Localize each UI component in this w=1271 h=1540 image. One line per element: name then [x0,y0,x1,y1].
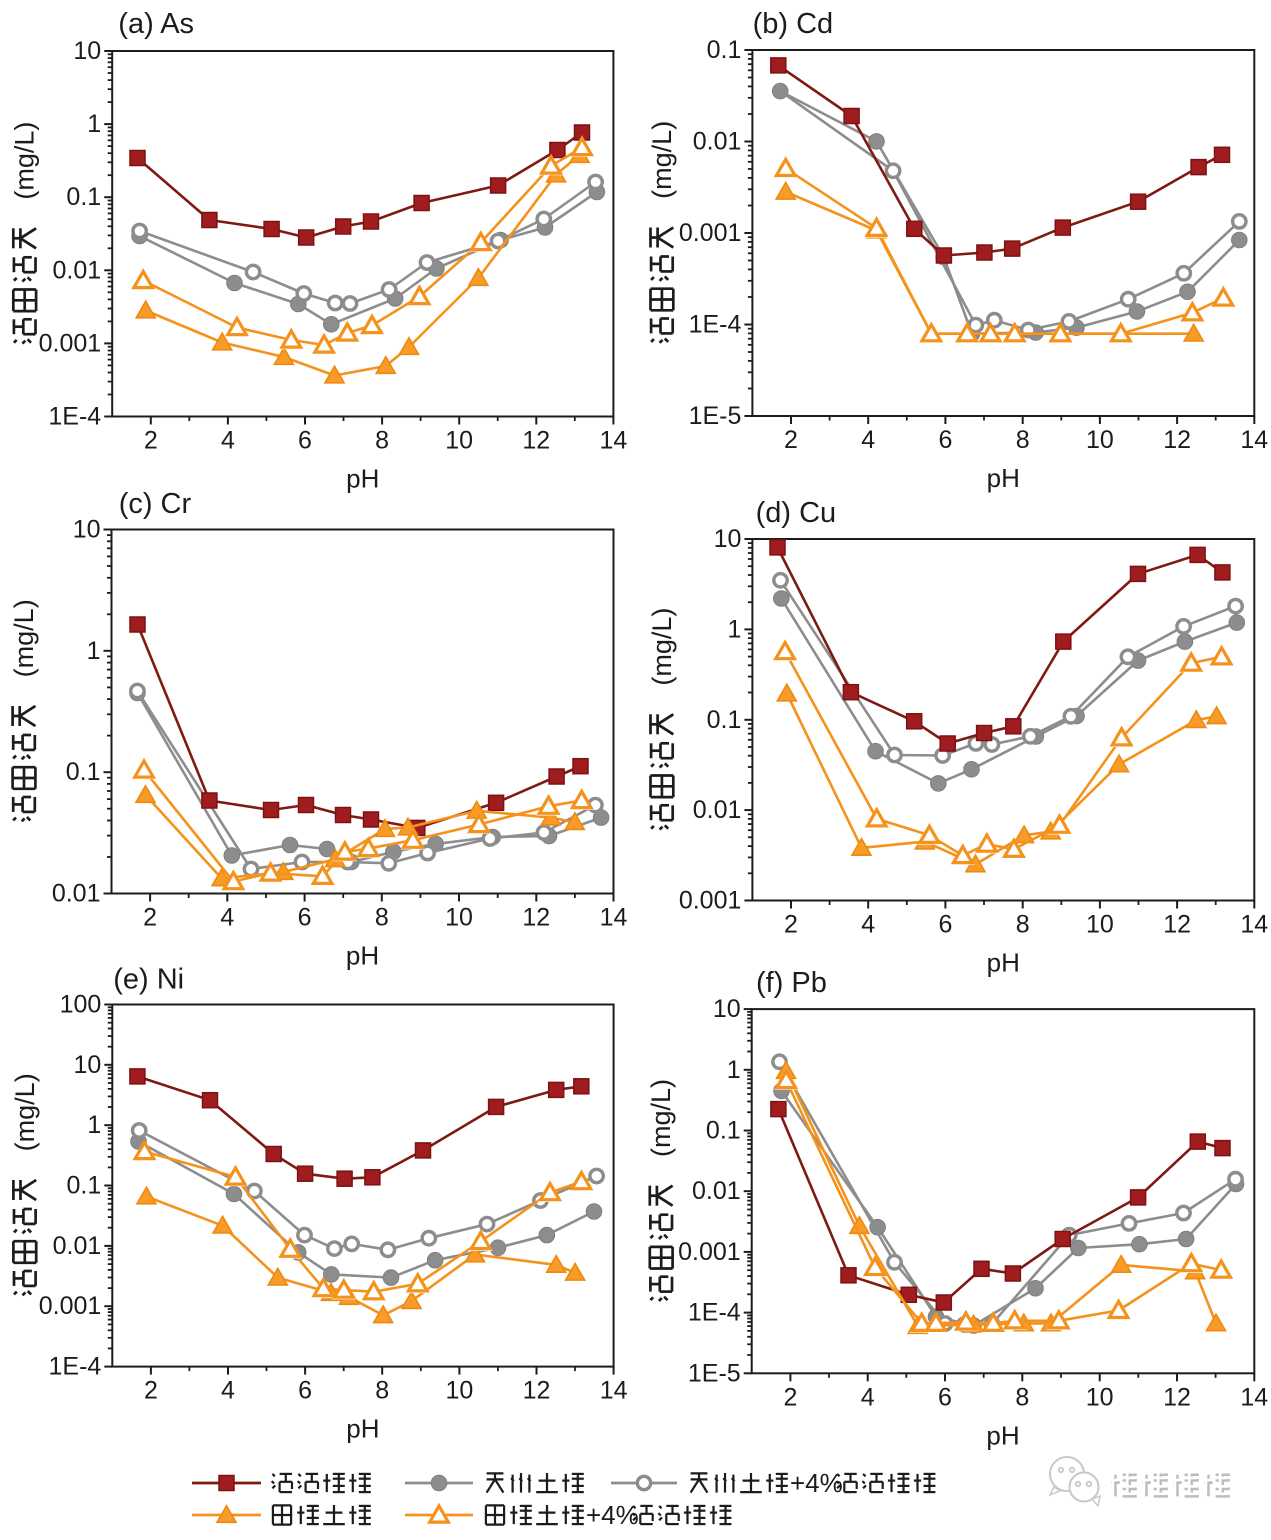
svg-text:12: 12 [522,904,550,932]
svg-text:0.1: 0.1 [66,758,101,786]
svg-text:0.1: 0.1 [707,706,742,734]
svg-text:2: 2 [783,1383,797,1411]
svg-text:0.01: 0.01 [53,1232,102,1260]
svg-text:pH: pH [346,1414,379,1444]
svg-text:(b) Cd: (b) Cd [753,8,834,40]
svg-text:4: 4 [861,1383,875,1411]
svg-text:pH: pH [987,463,1020,493]
svg-text:0.01: 0.01 [53,256,102,284]
svg-text:1E-5: 1E-5 [688,1359,741,1387]
svg-text:1: 1 [87,110,101,138]
svg-text:14: 14 [600,904,628,932]
svg-text:(c) Cr: (c) Cr [119,488,192,520]
svg-text:4: 4 [221,1377,235,1405]
svg-text:1E-4: 1E-4 [48,1353,101,1381]
svg-text:10: 10 [73,37,101,65]
svg-text:0.1: 0.1 [706,1117,741,1145]
svg-text:(mg/L): (mg/L) [646,1079,676,1157]
svg-text:100: 100 [60,991,102,1019]
svg-text:1E-5: 1E-5 [689,402,742,430]
svg-text:pH: pH [346,941,379,971]
svg-text:14: 14 [1240,426,1268,454]
svg-text:(e) Ni: (e) Ni [113,964,184,996]
svg-text:+4%: +4% [586,1500,639,1530]
svg-text:6: 6 [938,1383,952,1411]
svg-text:(mg/L): (mg/L) [10,122,40,200]
svg-text:(mg/L): (mg/L) [647,608,677,686]
svg-text:0.001: 0.001 [678,1238,741,1266]
svg-text:4: 4 [861,426,875,454]
svg-text:(f) Pb: (f) Pb [756,967,827,999]
svg-text:2: 2 [144,1377,158,1405]
svg-text:pH: pH [986,1420,1019,1450]
svg-text:1E-4: 1E-4 [688,1299,741,1327]
svg-text:0.001: 0.001 [679,887,742,915]
svg-text:0.001: 0.001 [39,329,102,357]
svg-text:10: 10 [445,1377,473,1405]
svg-text:6: 6 [298,904,312,932]
svg-text:10: 10 [1086,1383,1114,1411]
svg-text:2: 2 [784,426,798,454]
svg-text:(mg/L): (mg/L) [9,599,39,677]
svg-text:1: 1 [727,1056,741,1084]
svg-text:+4%: +4% [790,1468,843,1498]
svg-text:1: 1 [87,1111,101,1139]
svg-text:0.1: 0.1 [67,1172,102,1200]
svg-text:12: 12 [1163,1383,1191,1411]
svg-text:1E-4: 1E-4 [689,311,742,339]
svg-text:6: 6 [298,427,312,455]
svg-text:14: 14 [600,1377,628,1405]
svg-text:10: 10 [445,427,473,455]
svg-text:10: 10 [1086,426,1114,454]
svg-text:2: 2 [144,427,158,455]
svg-text:12: 12 [523,1377,551,1405]
svg-text:6: 6 [298,1377,312,1405]
svg-text:4: 4 [220,904,234,932]
svg-text:1: 1 [727,615,741,643]
svg-text:(a) As: (a) As [118,8,194,40]
svg-text:10: 10 [713,995,741,1023]
svg-text:0.001: 0.001 [679,219,742,247]
svg-text:10: 10 [1086,911,1114,939]
svg-text:8: 8 [1015,1383,1029,1411]
svg-text:10: 10 [73,516,101,544]
svg-text:1E-4: 1E-4 [48,403,101,431]
svg-text:12: 12 [1163,426,1191,454]
svg-text:0.1: 0.1 [707,36,742,64]
svg-text:10: 10 [73,1051,101,1079]
svg-text:6: 6 [938,426,952,454]
svg-text:4: 4 [221,427,235,455]
svg-text:0.001: 0.001 [39,1292,102,1320]
svg-text:10: 10 [445,904,473,932]
svg-text:4: 4 [861,911,875,939]
svg-text:0.01: 0.01 [693,796,742,824]
svg-text:14: 14 [599,427,627,455]
svg-text:1: 1 [87,637,101,665]
svg-text:8: 8 [1016,426,1030,454]
svg-text:8: 8 [375,427,389,455]
svg-text:0.01: 0.01 [52,880,101,908]
svg-text:0.1: 0.1 [66,183,101,211]
svg-text:0.01: 0.01 [693,128,742,156]
svg-text:8: 8 [375,1377,389,1405]
svg-text:8: 8 [1016,911,1030,939]
svg-text:2: 2 [143,904,157,932]
svg-text:(mg/L): (mg/L) [10,1073,40,1151]
svg-text:6: 6 [938,911,952,939]
svg-text:14: 14 [1240,1383,1268,1411]
svg-text:8: 8 [375,904,389,932]
svg-text:pH: pH [987,948,1020,978]
svg-text:14: 14 [1240,911,1268,939]
svg-text:(d) Cu: (d) Cu [756,497,837,529]
svg-text:10: 10 [714,525,742,553]
svg-text:pH: pH [346,464,379,494]
svg-text:2: 2 [784,911,798,939]
svg-text:0.01: 0.01 [692,1177,741,1205]
svg-text:12: 12 [522,427,550,455]
svg-text:12: 12 [1163,911,1191,939]
svg-text:(mg/L): (mg/L) [647,121,677,199]
